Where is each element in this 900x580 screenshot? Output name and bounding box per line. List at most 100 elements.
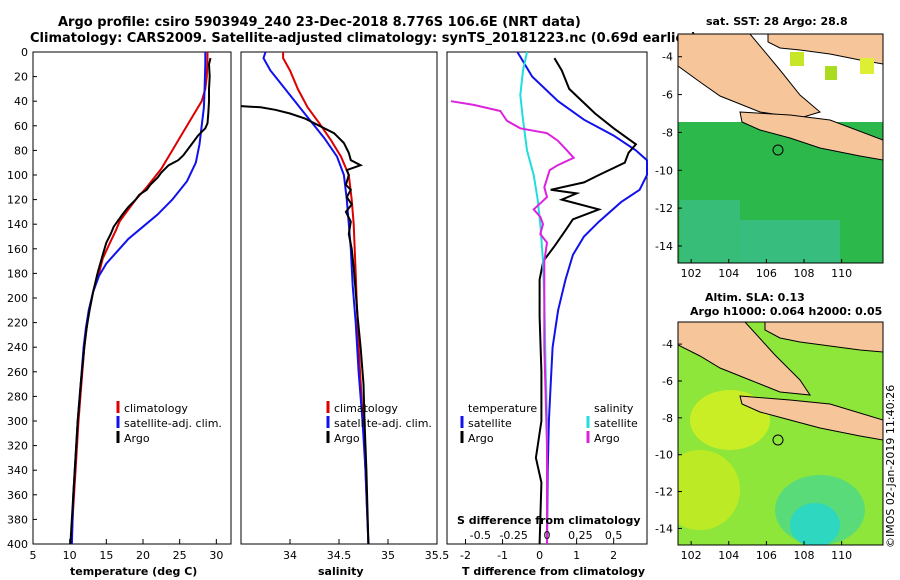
legend-salinity-heading: salinity (594, 402, 634, 415)
t-difference-xlabel: T difference from climatology (462, 565, 645, 578)
s-tick-label: 0.25 (568, 529, 593, 542)
x-tick-label: -2 (460, 549, 471, 562)
depth-tick-label: 20 (14, 71, 28, 84)
salinity-xlabel: salinity (318, 565, 364, 578)
sla-map-title-line2: Argo h1000: 0.064 h2000: 0.05 (690, 305, 882, 318)
map-x-tick-label: 108 (794, 267, 815, 280)
x-tick-label: 0 (536, 549, 543, 562)
argo-location-marker (772, 144, 784, 156)
x-tick-label: 34 (283, 549, 297, 562)
series-argo (240, 105, 370, 545)
salinity-panel: 34 34.5 35 35.5 salinity climatology satell… (240, 51, 449, 578)
difference-legend: temperature satellite Argo salinity sate… (460, 402, 638, 445)
java-land (739, 395, 883, 441)
legend-t-satellite-label: satellite (468, 417, 512, 430)
temperature-frame (32, 51, 232, 545)
sal-legend-climatology-label: climatology (334, 402, 398, 415)
sst-map-field (678, 34, 883, 263)
sst-map-title: sat. SST: 28 Argo: 28.8 (706, 15, 848, 28)
depth-tick-label: 300 (7, 415, 28, 428)
depth-tick-label: 0 (21, 46, 28, 59)
sla-high (678, 450, 740, 530)
s-tick-label: -0.5 (470, 529, 491, 542)
map-x-tick-label: 104 (718, 549, 739, 562)
sal-legend-satellite-label: satellite-adj. clim. (334, 417, 432, 430)
legend-s-argo-label: Argo (594, 432, 620, 445)
depth-tick-label: 120 (7, 194, 28, 207)
depth-tick-label: 400 (7, 538, 28, 551)
x-tick-label: 35 (381, 549, 395, 562)
map-y-tick-label: -8 (662, 412, 673, 425)
x-tick-label: 5 (30, 549, 37, 562)
sla-map-title-line1: Altim. SLA: 0.13 (705, 291, 805, 304)
series-t-argo (534, 57, 638, 545)
legend-temperature-heading: temperature (468, 402, 537, 415)
map-x-tick-label: 102 (681, 549, 702, 562)
title-line2: Climatology: CARS2009. Satellite-adjuste… (30, 31, 697, 46)
sst-patch (825, 66, 837, 80)
sst-map: sat. SST: 28 Argo: 28.8 102 104 106 108 110 -… (655, 15, 884, 280)
legend-t-argo-label: Argo (468, 432, 494, 445)
salinity-legend: climatology satellite-adj. clim. Argo (326, 401, 432, 445)
depth-tick-label: 60 (14, 120, 28, 133)
legend-s-satellite-label: satellite (594, 417, 638, 430)
map-x-tick-label: 102 (681, 267, 702, 280)
map-y-tick-label: -6 (662, 89, 673, 102)
difference-panel: -2 -1 0 1 2 -0.5 -0.25 0 0.25 0.5 S difference f… (446, 51, 648, 578)
depth-tick-label: 240 (7, 341, 28, 354)
temperature-panel: 5 10 15 20 25 30 temperature (deg C) climatol… (30, 51, 232, 578)
depth-tick-label: 280 (7, 390, 28, 403)
sla-low (790, 503, 840, 545)
sst-patch (790, 52, 804, 66)
map-x-tick-label: 106 (756, 267, 777, 280)
depth-tick-label: 340 (7, 464, 28, 477)
map-y-tick-label: -12 (655, 486, 673, 499)
depth-tick-label: 380 (7, 513, 28, 526)
x-tick-label: 30 (209, 549, 223, 562)
sumatra-land (678, 322, 812, 396)
title-line1: Argo profile: csiro 5903949_240 23-Dec-2… (58, 15, 581, 30)
depth-tick-label: 360 (7, 489, 28, 502)
series-t-satellite (516, 51, 648, 545)
depth-tick-label: 80 (14, 144, 28, 157)
x-tick-label: 25 (173, 549, 187, 562)
map-y-tick-label: -10 (655, 164, 673, 177)
map-y-tick-label: -12 (655, 202, 673, 215)
depth-tick-label: 100 (7, 169, 28, 182)
map-x-tick-label: 106 (756, 549, 777, 562)
s-tick-label: -0.25 (499, 529, 527, 542)
legend-argo-label: Argo (124, 432, 150, 445)
map-x-tick-label: 104 (718, 267, 739, 280)
series-satellite-adj-clim- (262, 51, 370, 545)
temperature-xlabel: temperature (deg C) (70, 565, 197, 578)
x-tick-label: 2 (610, 549, 617, 562)
map-x-tick-label: 108 (794, 549, 815, 562)
series-argo (69, 57, 212, 545)
sst-cool-patch (680, 200, 740, 263)
legend-satellite-label: satellite-adj. clim. (124, 417, 222, 430)
s-tick-label: 0.5 (605, 529, 623, 542)
map-y-tick-label: -14 (655, 240, 673, 253)
x-tick-label: 1 (573, 549, 580, 562)
map-y-tick-label: -4 (662, 338, 673, 351)
depth-tick-label: 220 (7, 317, 28, 330)
map-x-tick-label: 110 (831, 267, 852, 280)
temperature-legend: climatology satellite-adj. clim. Argo (116, 401, 222, 445)
sla-map: Altim. SLA: 0.13 Argo h1000: 0.064 h2000… (655, 291, 884, 562)
x-tick-label: 10 (63, 549, 77, 562)
sla-map-frame (677, 321, 884, 546)
x-tick-label: 20 (136, 549, 150, 562)
borneo-land (767, 34, 883, 65)
argo-location-marker (772, 434, 784, 446)
java-land (739, 111, 883, 161)
map-y-tick-label: -10 (655, 449, 673, 462)
sla-map-field (678, 322, 883, 545)
sal-legend-argo-label: Argo (334, 432, 360, 445)
map-y-tick-label: -6 (662, 375, 673, 388)
map-y-tick-label: -14 (655, 522, 673, 535)
depth-tick-label: 180 (7, 267, 28, 280)
sst-cool-patch (740, 220, 840, 263)
series-s-argo (450, 100, 576, 544)
depth-tick-label: 200 (7, 292, 28, 305)
